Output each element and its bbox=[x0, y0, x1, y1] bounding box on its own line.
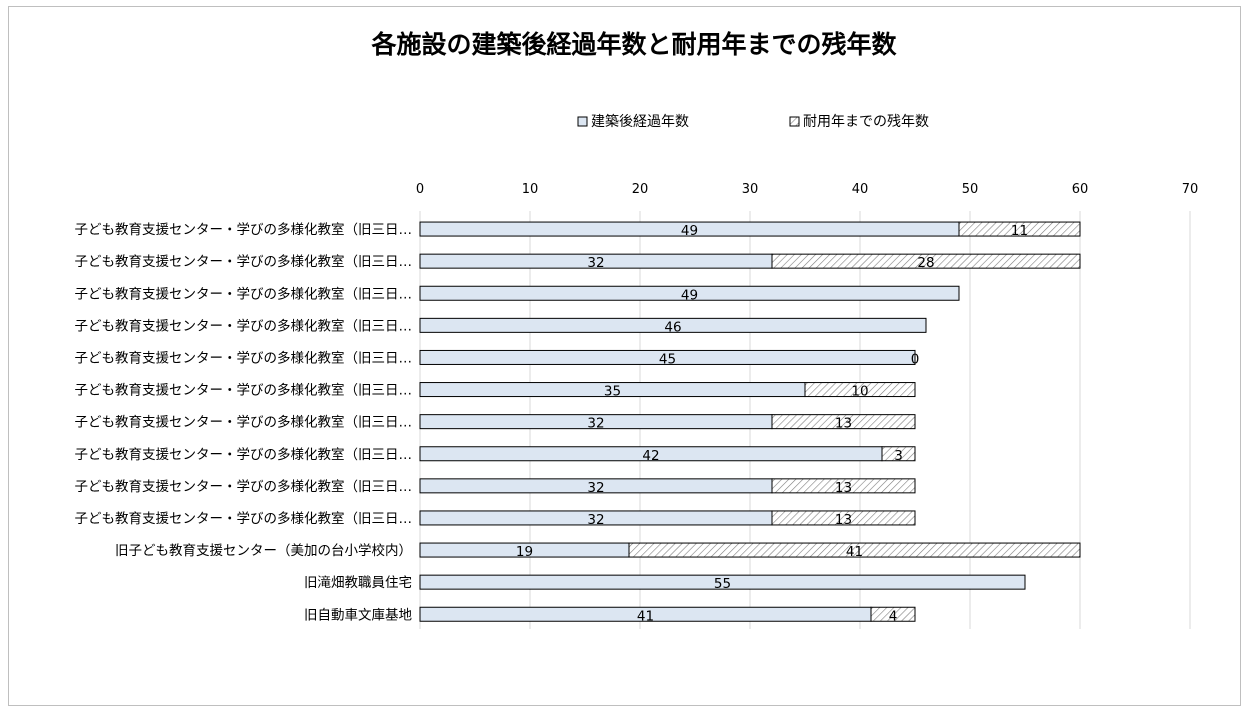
data-label: 10 bbox=[851, 384, 868, 400]
x-tick-label: 10 bbox=[522, 182, 539, 197]
x-tick-label: 30 bbox=[742, 182, 759, 197]
data-label: 41 bbox=[846, 544, 863, 560]
x-axis-ticks: 0 10 20 30 40 50 60 70 bbox=[416, 182, 1198, 197]
category-label: 子ども教育支援センター・学びの多様化教室（旧三日… bbox=[75, 285, 413, 302]
data-label: 13 bbox=[835, 512, 852, 528]
category-label: 旧滝畑教職員住宅 bbox=[304, 575, 412, 591]
data-label: 32 bbox=[587, 480, 604, 496]
legend-swatch bbox=[578, 117, 587, 126]
category-label: 子ども教育支援センター・学びの多様化教室（旧三日… bbox=[75, 253, 413, 270]
data-label: 49 bbox=[681, 287, 698, 303]
data-label: 3 bbox=[894, 448, 903, 464]
data-label: 13 bbox=[835, 480, 852, 496]
category-label: 旧子ども教育支援センター（美加の台小学校内） bbox=[115, 542, 412, 559]
legend-label: 建築後経過年数 bbox=[591, 114, 689, 130]
data-label: 32 bbox=[587, 512, 604, 528]
category-label: 子ども教育支援センター・学びの多様化教室（旧三日… bbox=[75, 446, 413, 463]
category-label: 子ども教育支援センター・学びの多様化教室（旧三日… bbox=[75, 317, 413, 334]
data-label: 32 bbox=[587, 255, 604, 271]
bar-chart: 各施設の建築後経過年数と耐用年までの残年数 建築後経過年数 耐用年までの残年数 0… bbox=[9, 7, 1242, 707]
x-tick-label: 0 bbox=[416, 182, 424, 197]
data-label: 55 bbox=[714, 576, 731, 592]
category-labels: 子ども教育支援センター・学びの多様化教室（旧三日… 子ども教育支援センター・学びの… bbox=[75, 221, 413, 623]
data-label: 4 bbox=[889, 608, 898, 624]
category-label: 子ども教育支援センター・学びの多様化教室（旧三日… bbox=[75, 414, 413, 431]
data-label: 0 bbox=[911, 351, 920, 367]
data-label: 32 bbox=[587, 416, 604, 432]
x-tick-label: 60 bbox=[1072, 182, 1089, 197]
legend-swatch bbox=[790, 117, 799, 126]
category-label: 子ども教育支援センター・学びの多様化教室（旧三日… bbox=[75, 510, 413, 527]
x-tick-label: 50 bbox=[962, 182, 979, 197]
data-label: 49 bbox=[681, 223, 698, 239]
data-label: 45 bbox=[659, 351, 676, 367]
legend: 建築後経過年数 耐用年までの残年数 bbox=[578, 114, 929, 130]
category-label: 子ども教育支援センター・学びの多様化教室（旧三日… bbox=[75, 478, 413, 495]
data-label: 46 bbox=[664, 319, 681, 335]
chart-area: 各施設の建築後経過年数と耐用年までの残年数 建築後経過年数 耐用年までの残年数 0… bbox=[8, 6, 1241, 706]
data-label: 35 bbox=[604, 384, 621, 400]
category-label: 子ども教育支援センター・学びの多様化教室（旧三日… bbox=[75, 349, 413, 366]
category-label: 子ども教育支援センター・学びの多様化教室（旧三日… bbox=[75, 382, 413, 399]
chart-title: 各施設の建築後経過年数と耐用年までの残年数 bbox=[370, 30, 897, 59]
data-label: 28 bbox=[917, 255, 934, 271]
data-label: 41 bbox=[637, 608, 654, 624]
category-label: 旧自動車文庫基地 bbox=[304, 606, 412, 623]
data-label: 13 bbox=[835, 416, 852, 432]
x-tick-label: 70 bbox=[1182, 182, 1199, 197]
x-tick-label: 40 bbox=[852, 182, 869, 197]
legend-label: 耐用年までの残年数 bbox=[803, 114, 929, 130]
category-label: 子ども教育支援センター・学びの多様化教室（旧三日… bbox=[75, 221, 413, 238]
x-tick-label: 20 bbox=[632, 182, 649, 197]
data-label: 19 bbox=[516, 544, 533, 560]
data-label: 42 bbox=[642, 448, 659, 464]
data-label: 11 bbox=[1011, 223, 1028, 239]
